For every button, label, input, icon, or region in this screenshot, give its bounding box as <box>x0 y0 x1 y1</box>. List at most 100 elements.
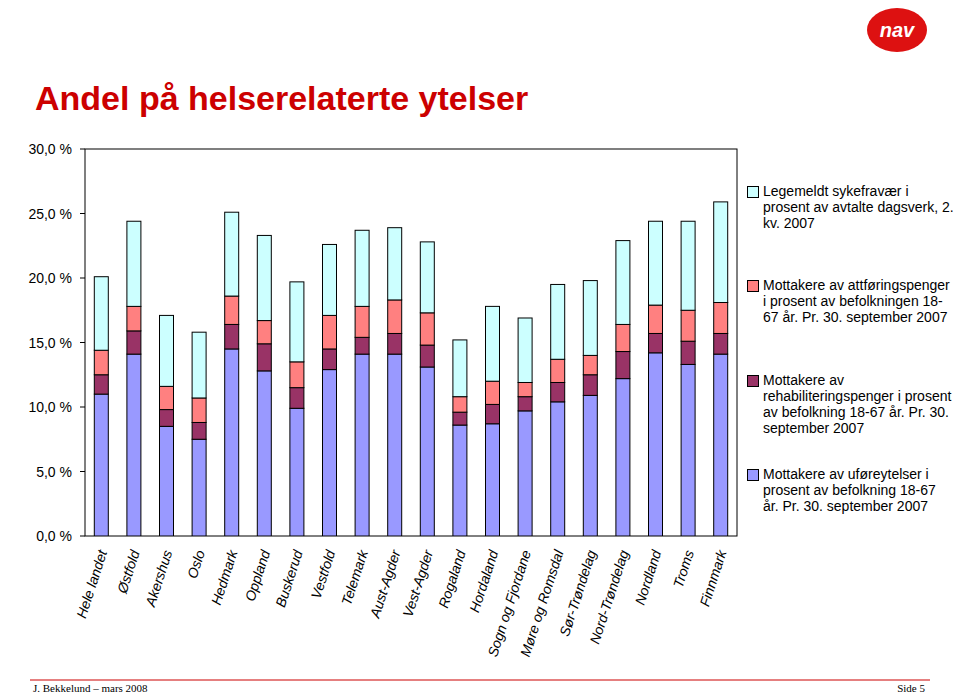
footer-page: Side 5 <box>897 682 925 693</box>
bar-segment <box>388 300 402 334</box>
bar-segment <box>420 367 434 536</box>
bar-segment <box>551 284 565 359</box>
legend-swatch <box>747 186 759 198</box>
x-tick-label: Hedmark <box>208 547 241 607</box>
bar-segment <box>94 277 108 351</box>
bar-segment <box>388 354 402 536</box>
y-tick <box>80 407 85 408</box>
legend-label: Mottakere av uføreytelser i prosent av b… <box>763 466 955 514</box>
bar-segment <box>160 410 174 427</box>
bar-segment <box>714 202 728 303</box>
x-tick-label: Hele landet <box>73 547 110 620</box>
bar-segment <box>323 244 337 315</box>
bar-segment <box>257 371 271 536</box>
bar-segment <box>290 388 304 409</box>
footer-author: J. Bekkelund – mars 2008 <box>33 682 148 693</box>
bar-segment <box>323 315 337 349</box>
bar-segment <box>290 362 304 388</box>
x-tick-label: Rogaland <box>435 547 469 610</box>
logo-text: nav <box>880 19 916 41</box>
bar-segment <box>486 381 500 404</box>
x-tick-label: Vestfold <box>308 547 339 601</box>
bar-segment <box>453 340 467 397</box>
bar-segment <box>257 321 271 344</box>
bar-segment <box>323 370 337 536</box>
bar-segment <box>583 395 597 536</box>
bar-segment <box>583 355 597 374</box>
bar-segment <box>616 379 630 536</box>
bar-segment <box>518 411 532 536</box>
x-tick-label: Buskerud <box>272 547 306 609</box>
bar-segment <box>681 341 695 364</box>
y-tick <box>80 149 85 150</box>
y-tick <box>80 213 85 214</box>
bar-segment <box>583 281 597 356</box>
bar-segment <box>486 424 500 536</box>
bar-segment <box>257 344 271 371</box>
bar-segment <box>160 386 174 409</box>
x-tick-label: Møre og Romsdal <box>517 547 567 659</box>
bar-segment <box>290 282 304 362</box>
bar-segment <box>649 333 663 352</box>
footer-line <box>30 680 930 681</box>
bar-segment <box>192 398 206 423</box>
bar-segment <box>420 313 434 345</box>
bar-segment <box>518 318 532 383</box>
x-tick-label: Oppland <box>242 547 274 603</box>
bar-segment <box>551 382 565 401</box>
bars <box>94 202 727 536</box>
bar-segment <box>160 426 174 536</box>
bar-segment <box>355 230 369 306</box>
bar-segment <box>518 397 532 411</box>
x-tick-label: Østfold <box>114 547 144 596</box>
bar-segment <box>681 221 695 310</box>
legend-swatch <box>747 375 759 387</box>
x-tick-label: Akershus <box>142 548 176 609</box>
bar-segment <box>551 402 565 536</box>
x-tick-label: Hordaland <box>466 547 502 615</box>
y-tick-label: 20,0 % <box>28 270 72 286</box>
bar-segment <box>192 439 206 536</box>
x-tick-label: Oslo <box>184 548 208 581</box>
logo <box>867 8 927 52</box>
bar-segment <box>355 354 369 536</box>
y-tick-label: 10,0 % <box>28 399 72 415</box>
bar-segment <box>649 221 663 305</box>
bar-segment <box>127 354 141 536</box>
bar-segment <box>714 354 728 536</box>
y-tick-label: 15,0 % <box>28 335 72 351</box>
x-tick-label: Nord-Trøndelag <box>586 548 631 646</box>
bar-segment <box>94 375 108 394</box>
bar-segment <box>616 324 630 351</box>
bar-segment <box>355 337 369 354</box>
bar-segment <box>225 296 239 324</box>
plot-frame <box>85 149 737 536</box>
bar-segment <box>616 352 630 379</box>
bar-segment <box>225 324 239 349</box>
y-tick <box>80 471 85 472</box>
bar-segment <box>486 306 500 381</box>
bar-segment <box>225 212 239 296</box>
bar-segment <box>583 375 597 396</box>
bar-segment <box>453 412 467 425</box>
legend-label: Mottakere av rehabiliteringspenger i pro… <box>763 372 955 436</box>
bar-segment <box>290 408 304 536</box>
bar-segment <box>160 315 174 386</box>
bar-segment <box>192 422 206 439</box>
bar-segment <box>616 241 630 325</box>
bar-segment <box>486 404 500 423</box>
bar-segment <box>388 228 402 300</box>
bar-segment <box>127 331 141 354</box>
bar-segment <box>94 350 108 375</box>
y-tick <box>80 536 85 537</box>
bar-segment <box>453 397 467 412</box>
legend-label: Mottakere av attføringspenger i prosent … <box>763 277 955 325</box>
bar-segment <box>355 306 369 337</box>
bar-segment <box>192 332 206 398</box>
legend-label: Legemeldt sykefravær i prosent av avtalt… <box>763 183 955 231</box>
x-tick-label: Telemark <box>338 547 371 607</box>
bar-segment <box>225 349 239 536</box>
y-tick-label: 0,0 % <box>36 528 72 544</box>
bar-segment <box>681 364 695 536</box>
bar-segment <box>388 333 402 354</box>
